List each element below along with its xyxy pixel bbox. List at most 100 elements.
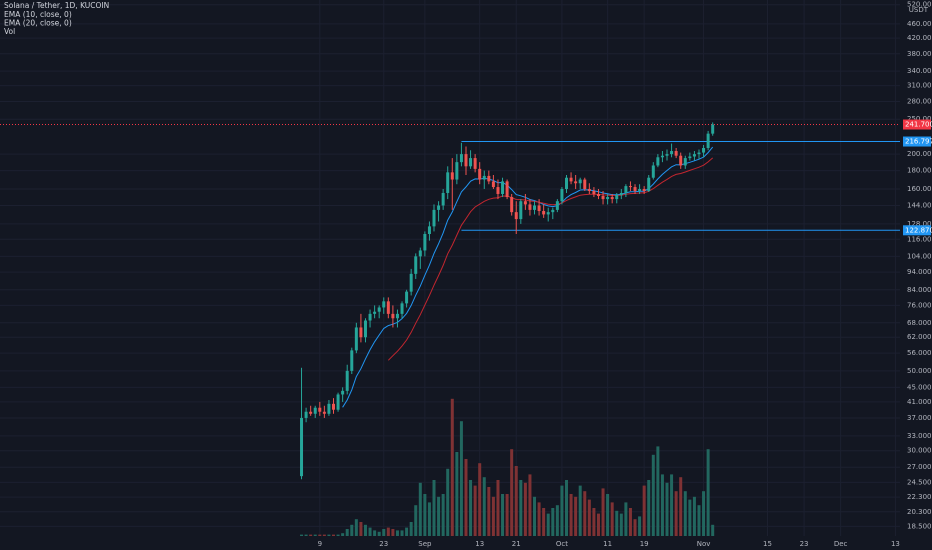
y-tick-label: 50.000 (907, 367, 932, 375)
legend-entry: EMA (10, close, 0) (4, 10, 72, 19)
line-layer (0, 124, 900, 408)
candle-body (437, 205, 441, 210)
volume-bar (610, 502, 614, 536)
volume-bar (583, 491, 587, 536)
volume-bar (446, 468, 450, 536)
y-tick-label: 24.500 (907, 478, 932, 486)
candle-body (309, 411, 313, 414)
volume-bar (619, 513, 623, 536)
y-tick-label: 56.000 (907, 349, 932, 357)
volume-bar (322, 534, 326, 536)
volume-bar (427, 502, 431, 536)
y-tick-label: 94.000 (907, 268, 932, 276)
volume-bar (373, 530, 377, 536)
price-label: 216.797 (905, 138, 932, 146)
candle-body (615, 194, 619, 200)
candle-body (409, 273, 413, 292)
candle-body (459, 154, 463, 163)
candle-body (300, 417, 304, 477)
volume-bar (555, 505, 559, 536)
candle-body (505, 181, 509, 198)
candle-body (660, 155, 664, 158)
y-tick-label: 116.000 (907, 235, 932, 243)
y-tick-label: 41.000 (907, 398, 932, 406)
candle-body (683, 158, 687, 166)
x-tick-label: 13 (475, 540, 484, 548)
candle-body (624, 186, 628, 193)
candle-body (313, 407, 317, 414)
candle-body (432, 209, 436, 227)
volume-bar (423, 494, 427, 536)
candle-body (633, 187, 637, 191)
x-tick-label: 13 (891, 540, 900, 548)
volume-bar (368, 527, 372, 536)
candle-body (551, 209, 555, 213)
volume-bar (491, 496, 495, 536)
y-tick-label: 280.000 (907, 98, 932, 106)
candle-body (510, 197, 514, 213)
volume-bar (409, 522, 413, 536)
x-tick-label: 23 (800, 540, 809, 548)
candle-body (487, 175, 491, 182)
price-label-box (903, 136, 931, 147)
volume-bar (533, 496, 537, 536)
volume-bar (633, 519, 637, 536)
volume-bar (711, 524, 715, 536)
volume-bar (596, 513, 600, 536)
y-tick-label: 460.000 (907, 20, 932, 28)
volume-bar (537, 502, 541, 536)
x-tick-label: Nov (697, 540, 711, 548)
volume-bar (469, 480, 473, 536)
volume-bar (560, 485, 564, 536)
volume-bar (309, 534, 313, 536)
volume-bar (450, 398, 454, 536)
volume-bar (441, 494, 445, 536)
volume-bar (528, 474, 532, 536)
candle-body (601, 196, 605, 200)
candle-body (679, 155, 683, 166)
volume-bar (318, 534, 322, 536)
legend-entry: EMA (20, close, 0) (4, 19, 72, 28)
candle-body (670, 151, 674, 155)
volume-bar (665, 482, 669, 536)
volume-bar (478, 463, 482, 536)
candle-body (619, 192, 623, 195)
candle-body (441, 192, 445, 206)
volume-bar (679, 477, 683, 536)
legend-entry: Vol (4, 27, 15, 36)
volume-bar (354, 519, 358, 536)
price-label-box (903, 225, 931, 236)
candle-body (674, 151, 678, 156)
price-label: 122.870 (905, 226, 932, 234)
candle-body (304, 411, 308, 418)
volume-bar (578, 485, 582, 536)
candle-body (528, 204, 532, 210)
y-tick-label: 37.000 (907, 414, 932, 422)
candle-body (533, 205, 537, 210)
x-tick-label: 23 (379, 540, 388, 548)
candle-body (574, 181, 578, 184)
volume-bar (510, 449, 514, 536)
y-tick-label: 33.000 (907, 432, 932, 440)
volume-bar (505, 494, 509, 536)
candle-body (583, 179, 587, 190)
volume-bar (574, 496, 578, 536)
candle-body (318, 407, 322, 412)
candle-body (665, 154, 669, 156)
volume-bar (692, 496, 696, 536)
x-tick-label: Sep (418, 540, 432, 548)
volume-bar (414, 505, 418, 536)
volume-bar (459, 421, 463, 536)
volume-bar (592, 508, 596, 536)
candle-body (405, 291, 409, 304)
volume-layer (300, 398, 715, 536)
ema-line (387, 157, 714, 361)
y-tick-label: 84.000 (907, 286, 932, 294)
y-tick-label: 200.000 (907, 150, 932, 158)
candle-body (414, 256, 418, 274)
y-tick-label: 45.000 (907, 383, 932, 391)
candle-body (651, 165, 655, 178)
volume-bar (706, 449, 710, 536)
x-tick-label: 19 (640, 540, 649, 548)
y-tick-label: 20.300 (907, 508, 932, 516)
